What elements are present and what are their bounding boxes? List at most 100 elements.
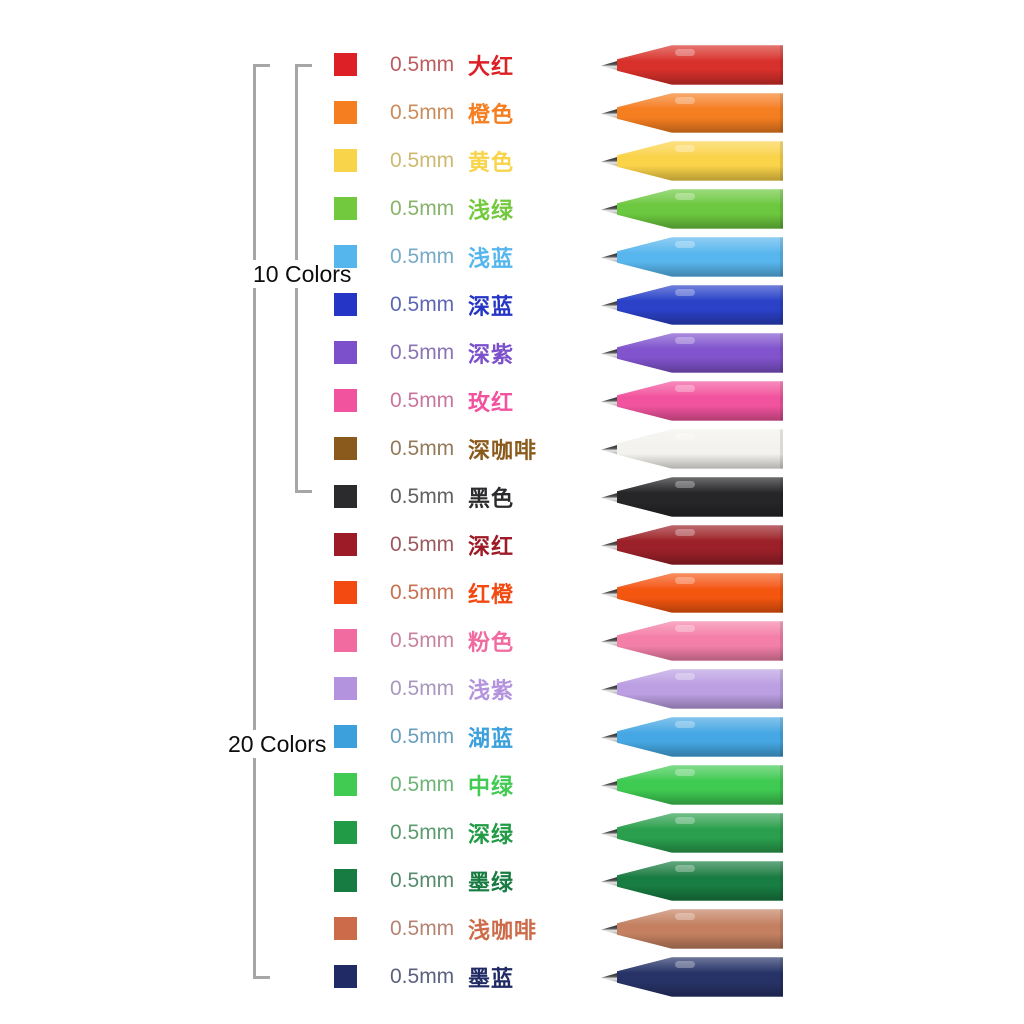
color-name-label: 橙色 — [468, 102, 515, 127]
tip-size-label: 0.5mm — [390, 101, 455, 124]
pen-body — [617, 861, 783, 901]
color-row: 0.5mm 深红 — [0, 521, 1024, 569]
tip-size-label: 0.5mm — [390, 581, 455, 604]
color-row: 0.5mm 墨蓝 — [0, 953, 1024, 1001]
pen-photo — [601, 716, 783, 758]
tip-size-label: 0.5mm — [390, 917, 455, 940]
pen-photo — [601, 860, 783, 902]
pen-photo — [601, 620, 783, 662]
color-swatch — [334, 629, 357, 652]
pen-body — [617, 45, 783, 85]
color-row: 0.5mm 深咖啡 — [0, 425, 1024, 473]
pen-body — [617, 429, 783, 469]
color-name-label: 深紫 — [468, 342, 515, 367]
pen-photo — [601, 44, 783, 86]
color-swatch — [334, 677, 357, 700]
tip-size-label: 0.5mm — [390, 629, 455, 652]
pen-body — [617, 909, 783, 949]
color-name-label: 红橙 — [468, 582, 515, 607]
color-row: 0.5mm 黑色 — [0, 473, 1024, 521]
tip-size-label: 0.5mm — [390, 389, 455, 412]
tip-size-label: 0.5mm — [390, 53, 455, 76]
tip-size-label: 0.5mm — [390, 725, 455, 748]
color-name-label: 黄色 — [468, 150, 515, 175]
pen-photo — [601, 428, 783, 470]
pen-body — [617, 669, 783, 709]
pen-body — [617, 573, 783, 613]
color-swatch — [334, 581, 357, 604]
pen-photo — [601, 284, 783, 326]
pen-body — [617, 525, 783, 565]
color-row: 0.5mm 黄色 — [0, 137, 1024, 185]
color-name-label: 深蓝 — [468, 294, 515, 319]
color-swatch — [334, 533, 357, 556]
color-row: 0.5mm 粉色 — [0, 617, 1024, 665]
color-swatch — [334, 821, 357, 844]
color-swatch — [334, 245, 357, 268]
color-swatch — [334, 485, 357, 508]
pen-photo — [601, 524, 783, 566]
color-swatch — [334, 341, 357, 364]
color-swatch — [334, 965, 357, 988]
tip-size-label: 0.5mm — [390, 677, 455, 700]
color-name-label: 湖蓝 — [468, 726, 515, 751]
tip-size-label: 0.5mm — [390, 245, 455, 268]
pen-photo — [601, 572, 783, 614]
color-swatch — [334, 149, 357, 172]
color-row: 0.5mm 湖蓝 — [0, 713, 1024, 761]
pen-body — [617, 141, 783, 181]
tip-size-label: 0.5mm — [390, 437, 455, 460]
color-swatch — [334, 389, 357, 412]
color-name-label: 墨绿 — [468, 870, 515, 895]
pen-photo — [601, 812, 783, 854]
pen-photo — [601, 908, 783, 950]
color-name-label: 黑色 — [468, 486, 515, 511]
pen-photo — [601, 380, 783, 422]
color-swatch — [334, 773, 357, 796]
color-name-label: 浅绿 — [468, 198, 515, 223]
pen-photo — [601, 668, 783, 710]
color-name-label: 玫红 — [468, 390, 515, 415]
pen-photo — [601, 332, 783, 374]
pen-photo — [601, 92, 783, 134]
color-swatch — [334, 53, 357, 76]
color-row: 0.5mm 中绿 — [0, 761, 1024, 809]
color-swatch — [334, 293, 357, 316]
color-name-label: 深咖啡 — [468, 438, 538, 463]
color-name-label: 浅蓝 — [468, 246, 515, 271]
color-swatch — [334, 869, 357, 892]
tip-size-label: 0.5mm — [390, 485, 455, 508]
color-row: 0.5mm 浅蓝 — [0, 233, 1024, 281]
tip-size-label: 0.5mm — [390, 869, 455, 892]
color-row: 0.5mm 深紫 — [0, 329, 1024, 377]
color-name-label: 粉色 — [468, 630, 515, 655]
color-name-label: 深绿 — [468, 822, 515, 847]
color-row: 0.5mm 浅咖啡 — [0, 905, 1024, 953]
tip-size-label: 0.5mm — [390, 821, 455, 844]
group-label-20-colors: 20 Colors — [225, 730, 330, 758]
pen-body — [617, 621, 783, 661]
pen-body — [617, 957, 783, 997]
pen-body — [617, 813, 783, 853]
pen-body — [617, 93, 783, 133]
color-row: 0.5mm 浅紫 — [0, 665, 1024, 713]
color-swatch — [334, 725, 357, 748]
pen-photo — [601, 236, 783, 278]
tip-size-label: 0.5mm — [390, 293, 455, 316]
color-name-label: 浅紫 — [468, 678, 515, 703]
color-swatch — [334, 101, 357, 124]
pen-body — [617, 381, 783, 421]
color-row: 0.5mm 深绿 — [0, 809, 1024, 857]
pen-photo — [601, 188, 783, 230]
color-row: 0.5mm 浅绿 — [0, 185, 1024, 233]
color-swatch — [334, 197, 357, 220]
color-name-label: 大红 — [468, 54, 515, 79]
tip-size-label: 0.5mm — [390, 965, 455, 988]
color-row: 0.5mm 大红 — [0, 41, 1024, 89]
pen-body — [617, 477, 783, 517]
pen-photo — [601, 476, 783, 518]
tip-size-label: 0.5mm — [390, 773, 455, 796]
color-name-label: 浅咖啡 — [468, 918, 538, 943]
pen-photo — [601, 764, 783, 806]
